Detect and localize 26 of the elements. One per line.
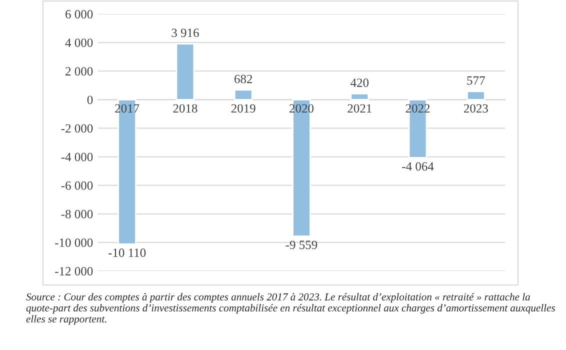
bar bbox=[466, 90, 486, 100]
data-label: -10 110 bbox=[108, 248, 146, 257]
bar bbox=[234, 89, 253, 100]
y-tick-label: -2 000 bbox=[61, 124, 93, 133]
y-tick-label: -6 000 bbox=[61, 181, 93, 190]
x-tick-label: 2023 bbox=[464, 104, 488, 113]
data-label: 682 bbox=[234, 74, 252, 84]
y-tick-label: 2 000 bbox=[66, 67, 93, 76]
x-tick-label: 2019 bbox=[231, 104, 256, 113]
y-tick-label: -10 000 bbox=[55, 238, 93, 247]
y-tick-label: -8 000 bbox=[61, 210, 93, 218]
data-label: -9 559 bbox=[286, 240, 318, 250]
data-label: 3 916 bbox=[172, 28, 199, 38]
data-label: 420 bbox=[350, 78, 369, 87]
y-tick-label: 6 000 bbox=[66, 10, 93, 18]
y-tick-label: 4 000 bbox=[65, 38, 93, 48]
y-tick-label: 0 bbox=[87, 96, 93, 104]
bar bbox=[176, 43, 195, 100]
y-tick-label: -4 000 bbox=[61, 152, 93, 162]
y-tick-label: -12 000 bbox=[55, 267, 93, 276]
data-label: -4 064 bbox=[402, 162, 434, 171]
bar bbox=[350, 92, 370, 100]
x-tick-label: 2021 bbox=[348, 104, 372, 113]
source-note: Source : Cour des comptes à partir des comptes annuels 2017 à 2023. Le résultat d’exploitation « retraité » rattache la quote-part des subventions d’investissements comptabilisée en résultat exceptionnel aux charges d’amortissement auxquelles elles se rapportent. bbox=[26, 293, 555, 325]
data-label: 577 bbox=[467, 76, 485, 85]
x-tick-label: 2018 bbox=[173, 104, 198, 113]
